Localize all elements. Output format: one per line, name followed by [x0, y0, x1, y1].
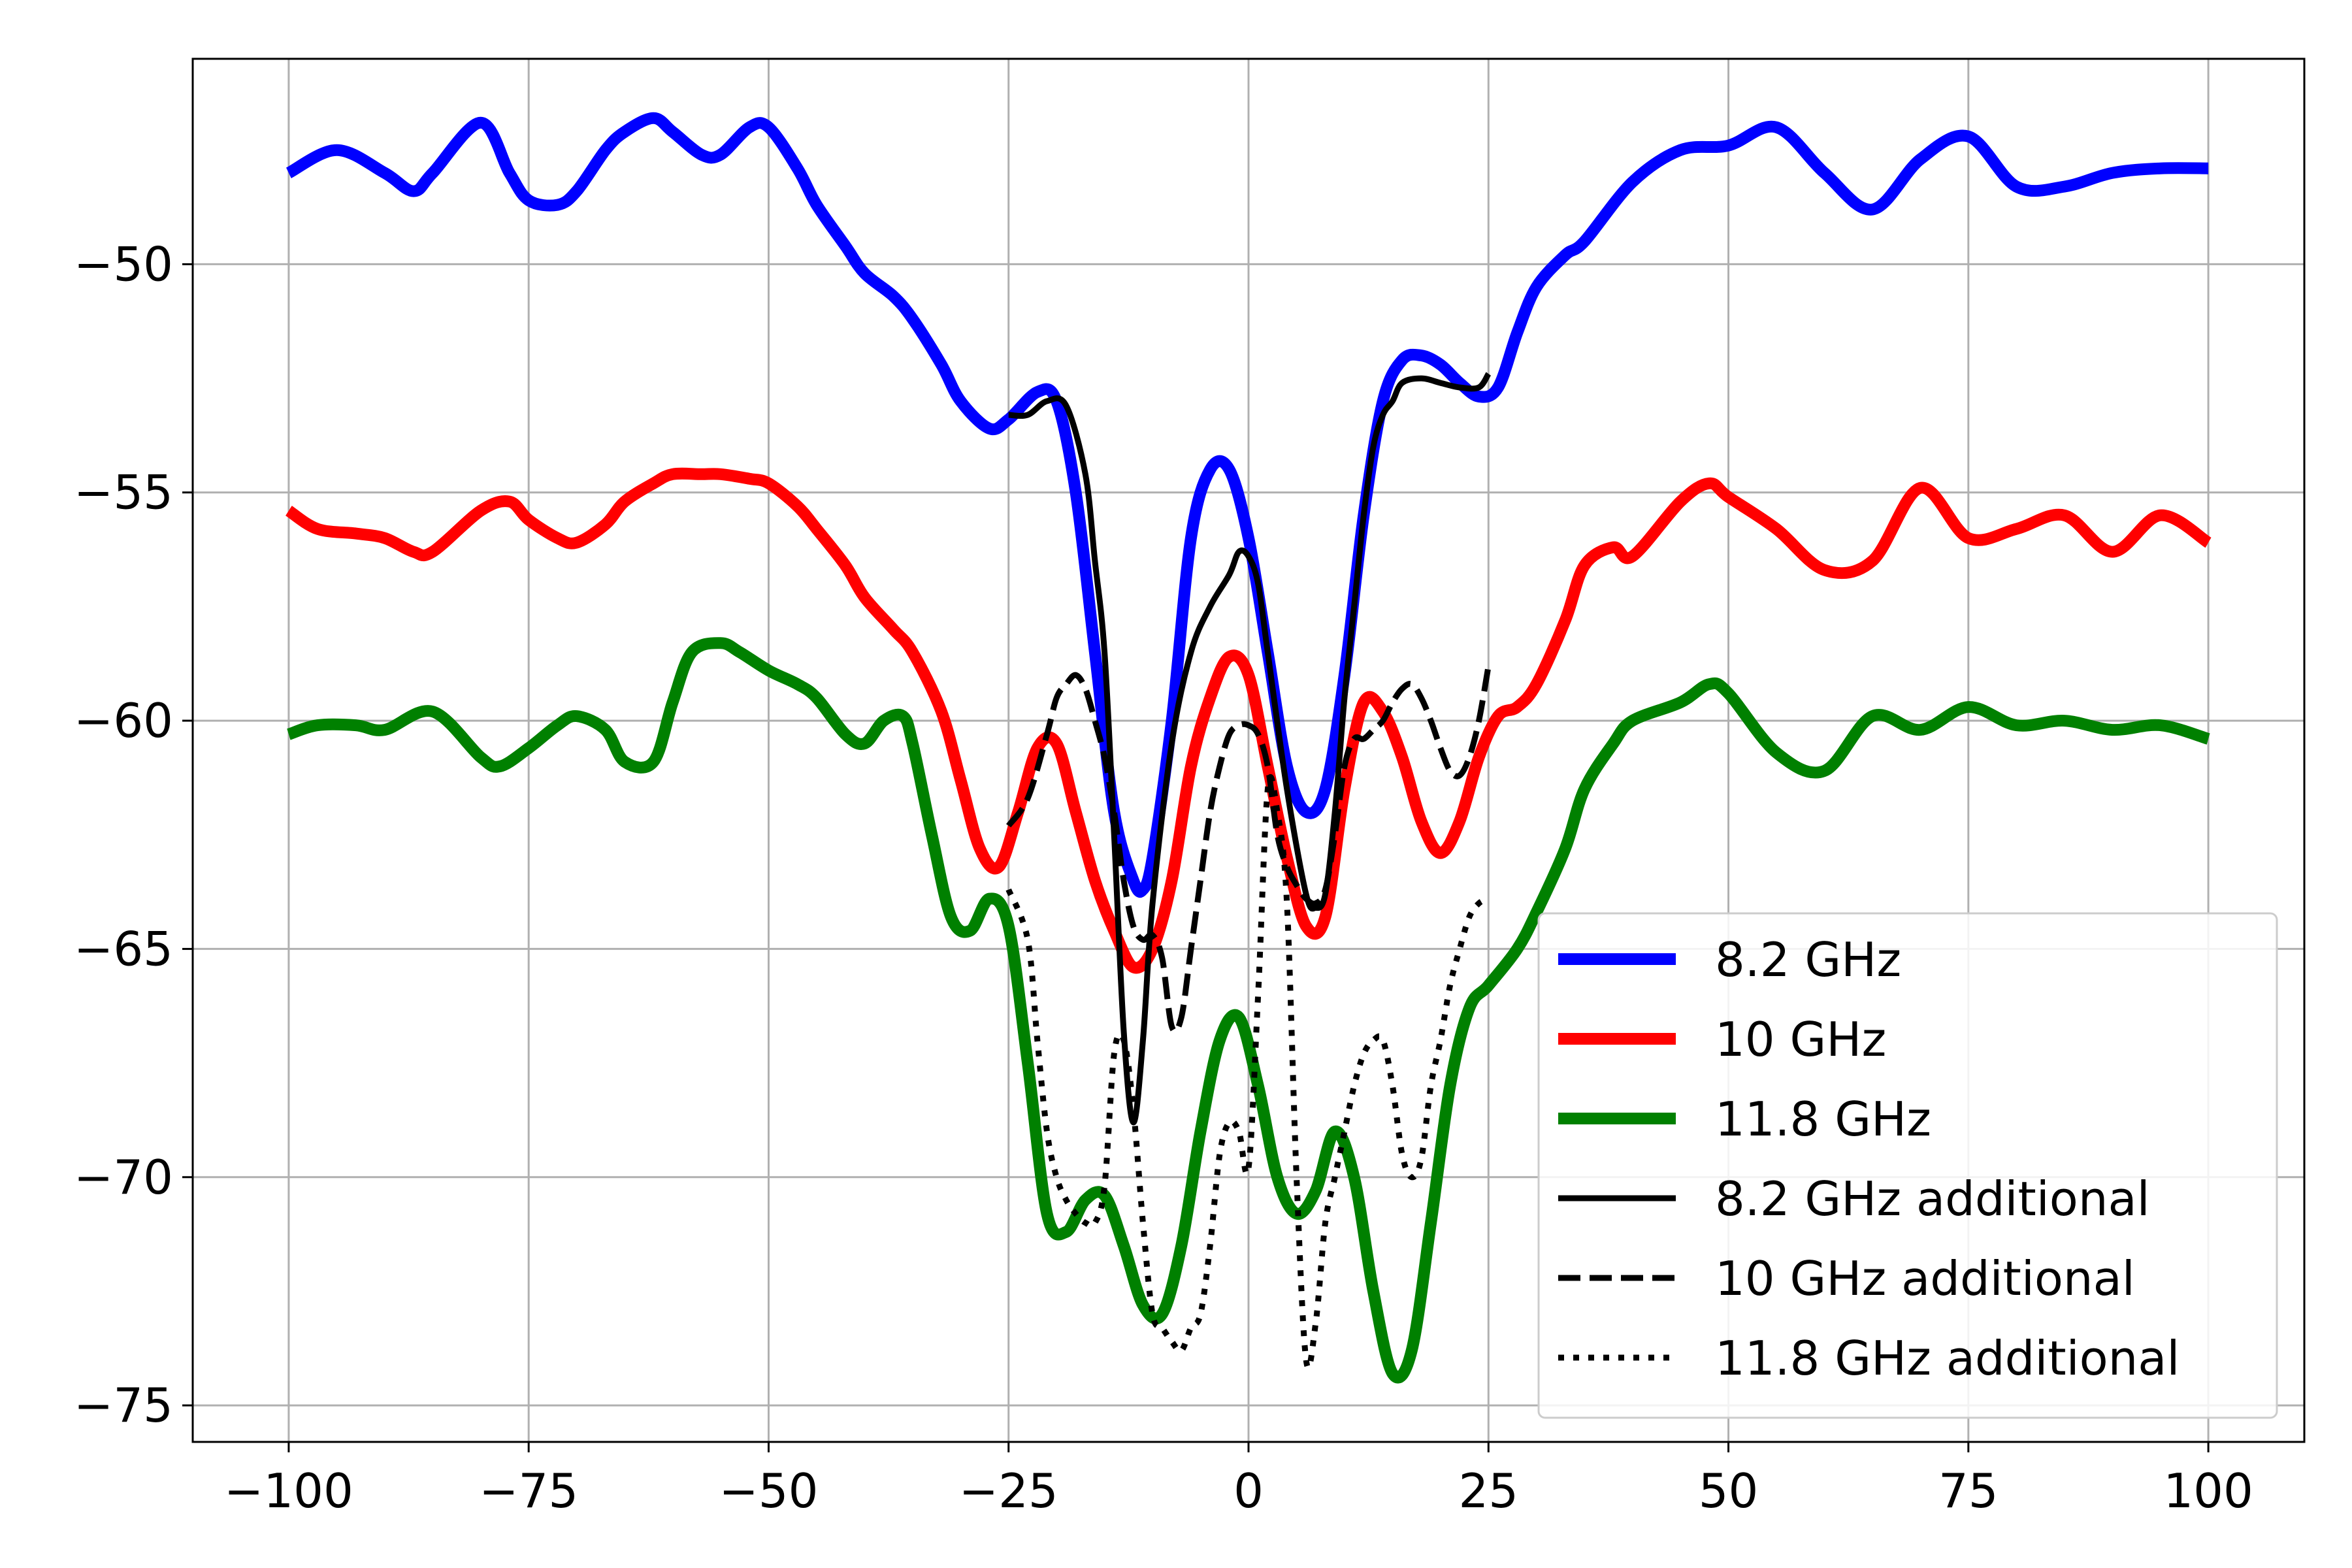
x-tick-label: 100	[2163, 1463, 2253, 1518]
series-line-10-ghz	[285, 467, 2212, 974]
series-line-8-2-ghz-additional	[1008, 372, 1492, 1126]
legend: 8.2 GHz 10 GHz 11.8 GHz 8.2 GHz additional 1…	[1537, 912, 2278, 1419]
legend-label: 10 GHz additional	[1715, 1251, 2135, 1306]
x-tick-label: 25	[1458, 1463, 1518, 1518]
legend-label: 11.8 GHz	[1715, 1092, 1931, 1147]
x-tick-label: −25	[959, 1463, 1058, 1518]
x-tick-label: 75	[1938, 1463, 1999, 1518]
legend-label: 11.8 GHz additional	[1715, 1331, 2180, 1386]
y-tick-label: −60	[74, 693, 173, 748]
legend-label: 8.2 GHz	[1715, 932, 1901, 987]
x-tick-label: −100	[224, 1463, 353, 1518]
x-tick-label: 50	[1699, 1463, 1759, 1518]
x-tick-label: −75	[479, 1463, 578, 1518]
series-group	[285, 112, 2212, 1384]
y-tick-label: −55	[74, 465, 173, 520]
axis-ticks: −100 −75 −50 −25 0 25 50 75 100 −50 −55 −60 −65 −70 −7…	[74, 237, 2253, 1518]
series-line-10-ghz-additional	[1006, 665, 1492, 1035]
grid	[193, 59, 2304, 1442]
series-line-11-8-ghz-additional	[1005, 774, 1490, 1371]
y-tick-label: −70	[74, 1150, 173, 1205]
legend-box	[1537, 912, 2278, 1419]
legend-label: 8.2 GHz additional	[1715, 1171, 2150, 1226]
x-tick-label: −50	[719, 1463, 818, 1518]
y-tick-label: −65	[74, 921, 173, 976]
x-tick-label: 0	[1233, 1463, 1264, 1518]
series-line-8-2-ghz	[286, 112, 2209, 898]
series-line-11-8-ghz	[286, 637, 2210, 1384]
legend-label: 10 GHz	[1715, 1012, 1886, 1067]
y-tick-label: −75	[74, 1378, 173, 1433]
y-tick-label: −50	[74, 237, 173, 291]
